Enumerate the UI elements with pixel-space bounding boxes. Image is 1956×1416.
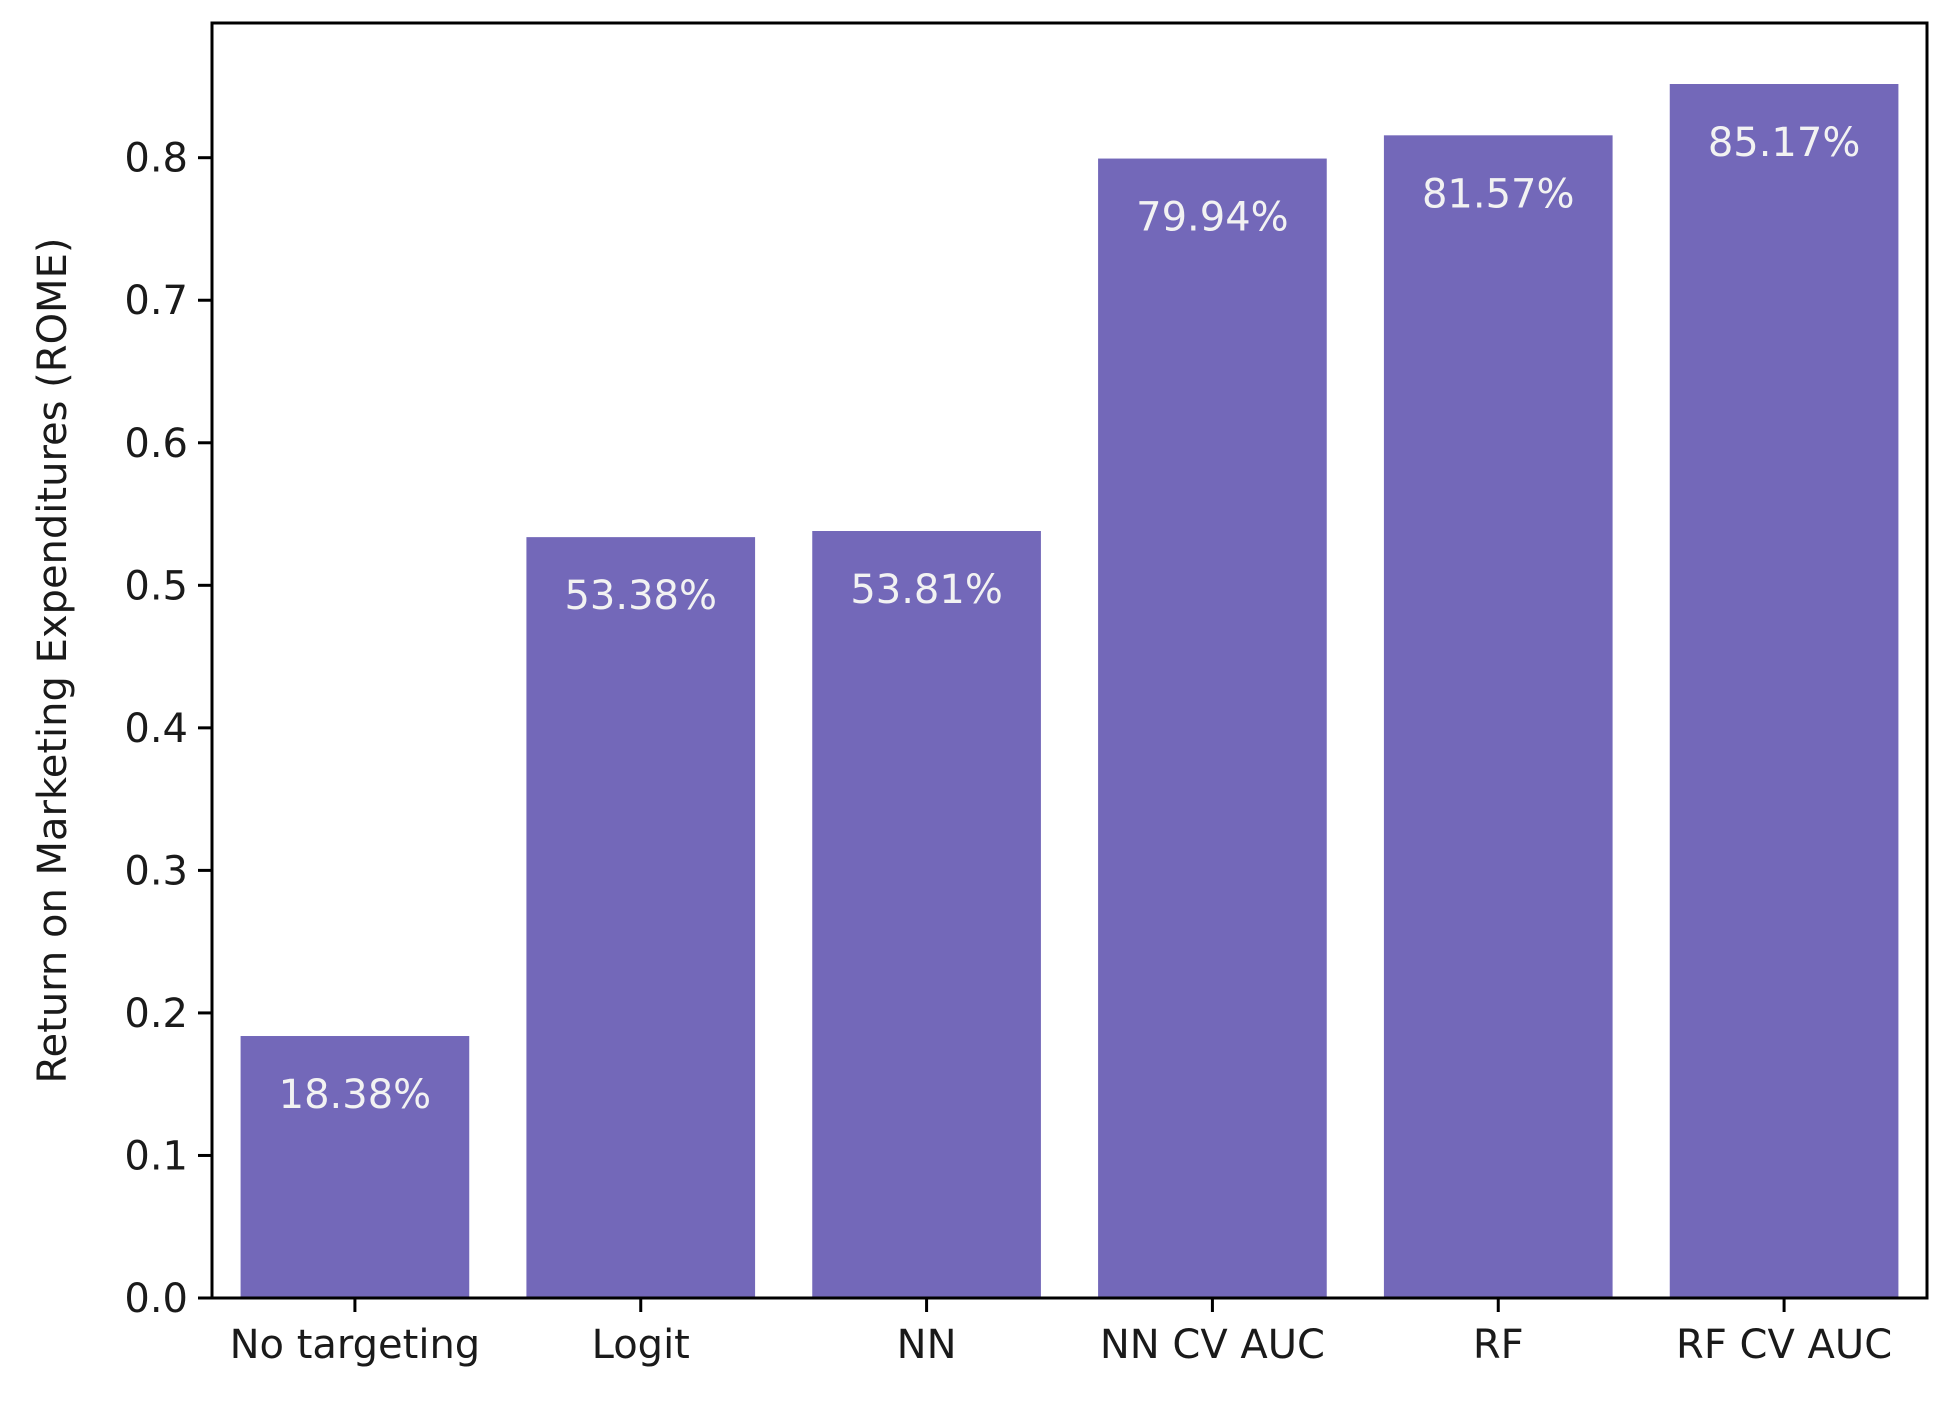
x-tick-label: NN CV AUC <box>1100 1322 1325 1368</box>
bar-value-label: 85.17% <box>1708 120 1861 166</box>
y-tick-label: 0.5 <box>124 563 188 609</box>
x-tick-label: RF CV AUC <box>1676 1322 1892 1368</box>
bar-1 <box>526 537 756 1298</box>
x-tick-label: RF <box>1473 1322 1524 1368</box>
x-tick-label: Logit <box>592 1322 690 1368</box>
plot-frame <box>210 21 1929 1300</box>
y-tick-label: 0.6 <box>124 421 188 467</box>
bars <box>240 84 1899 1299</box>
bar-value-label: 18.38% <box>279 1072 432 1118</box>
y-tick-label: 0.4 <box>124 706 188 752</box>
y-tick-label: 0.8 <box>124 136 188 182</box>
y-tick-label: 0.1 <box>124 1133 188 1179</box>
bar-labels: 18.38% 53.38% 53.81% 79.94% 81.57% 85.17% <box>279 120 1861 1118</box>
y-tick-label: 0.2 <box>124 991 188 1037</box>
bar-value-label: 81.57% <box>1422 171 1575 217</box>
bar-2 <box>812 531 1041 1298</box>
bar-5 <box>1669 84 1899 1299</box>
y-axis-title: Return on Marketing Expenditures (ROME) <box>30 238 76 1084</box>
x-axis-ticks: No targeting Logit NN NN CV AUC RF RF CV AUC <box>230 1298 1892 1368</box>
bar-3 <box>1098 158 1327 1299</box>
x-tick-label: NN <box>897 1322 957 1368</box>
bar-value-label: 79.94% <box>1136 195 1289 241</box>
x-tick-label: No targeting <box>230 1322 481 1368</box>
bar-4 <box>1383 135 1613 1299</box>
bar-value-label: 53.38% <box>564 573 717 619</box>
y-tick-label: 0.7 <box>124 278 188 324</box>
bar-0 <box>240 1036 470 1298</box>
y-tick-label: 0.3 <box>124 848 188 894</box>
y-tick-label: 0.0 <box>124 1276 188 1322</box>
y-axis-ticks: 0.0 0.1 0.2 0.3 0.4 0.5 0.6 0.7 0.8 <box>124 136 212 1322</box>
bar-value-label: 53.81% <box>850 567 1003 613</box>
